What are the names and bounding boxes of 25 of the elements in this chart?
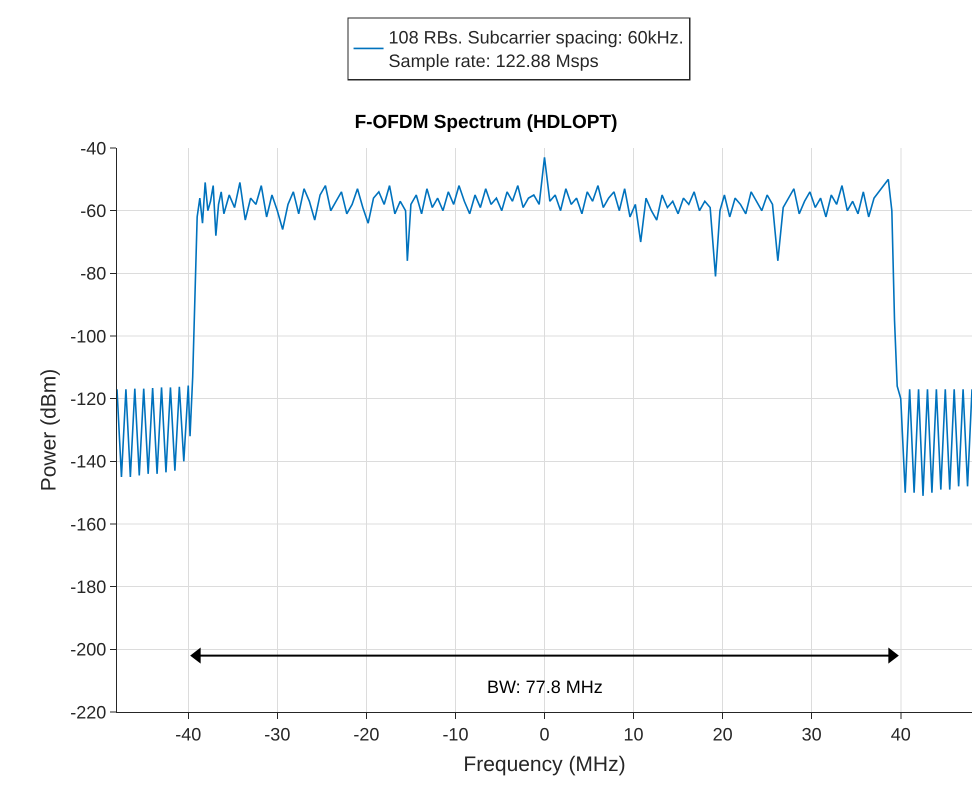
y-tick-label: -140	[70, 452, 106, 472]
x-tick-label: -10	[442, 724, 468, 745]
y-tick-label: -160	[70, 514, 106, 534]
y-tick-label: -100	[70, 326, 106, 346]
x-tick-label: -30	[264, 724, 290, 745]
x-tick-label: 20	[712, 724, 733, 745]
y-tick-label: -40	[80, 138, 106, 158]
x-tick-label: 30	[802, 724, 822, 745]
y-tick-label: -220	[70, 702, 106, 722]
y-tick-label: -60	[80, 200, 106, 221]
chart-title: F-OFDM Spectrum (HDLOPT)	[354, 112, 618, 133]
y-axis-title: Power (dBm)	[37, 368, 60, 492]
x-tick-label: 40	[890, 724, 911, 745]
y-tick-label: -120	[70, 388, 106, 409]
annotation: BW: 77.8 MHz	[487, 677, 603, 697]
x-axis-title: Frequency (MHz)	[463, 752, 626, 776]
x-tick-label: 10	[624, 724, 644, 745]
y-tick-label: -200	[70, 640, 106, 660]
x-tick-label: -20	[353, 724, 380, 745]
y-tick-label: -80	[80, 264, 106, 284]
x-tick-label: 0	[539, 724, 550, 745]
legend-label: 108 RBs. Subcarrier spacing: 60kHz. Sample rate: 122.88 Msps	[388, 28, 684, 72]
line-series	[117, 156, 972, 497]
y-tick-label: -180	[70, 576, 106, 597]
x-tick-label: -40	[175, 724, 202, 745]
